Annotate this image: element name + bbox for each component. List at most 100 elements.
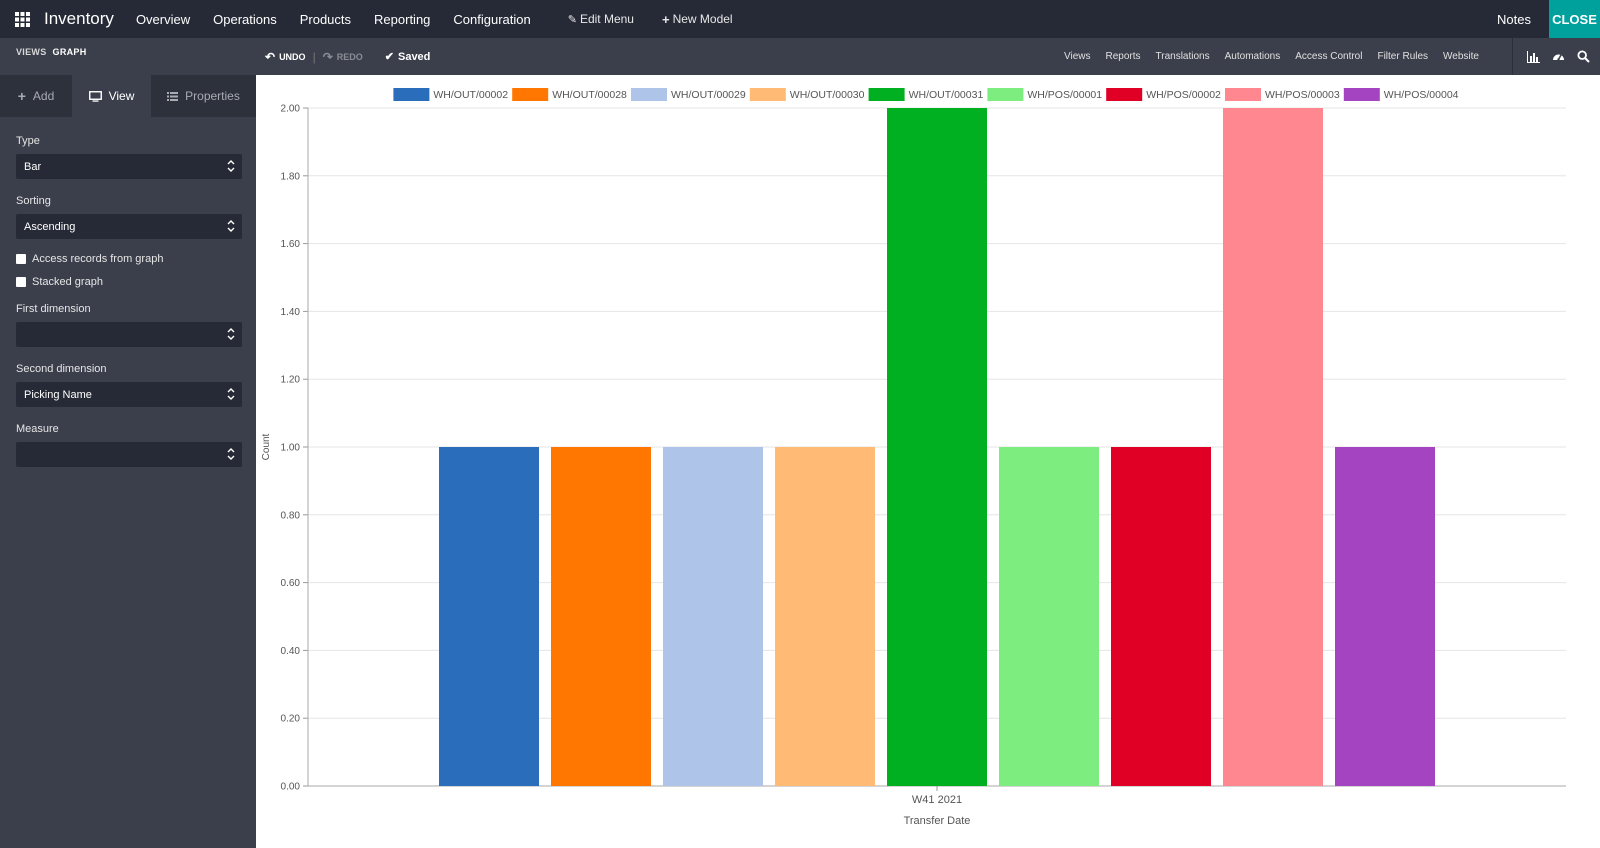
second-dimension-value: Picking Name [24,388,92,401]
legend-swatch [393,88,430,101]
stacked-graph-option[interactable]: Stacked graph [16,272,240,291]
y-tick-label: 1.40 [281,307,301,318]
subbar-link-translations[interactable]: Translations [1155,51,1210,62]
subbar-link-access-control[interactable]: Access Control [1295,51,1363,62]
bar-wh-pos-00002 [1111,447,1211,786]
breadcrumb-graph: GRAPH [52,46,87,57]
undo-button[interactable]: ↶ UNDO [265,50,306,64]
list-icon [167,91,179,101]
stacked-graph-checkbox[interactable] [16,276,26,287]
y-tick-label: 2.00 [281,104,301,115]
notes-link[interactable]: Notes [1497,11,1531,27]
y-tick-label: 1.20 [281,375,301,386]
measure-select[interactable] [16,442,242,467]
check-icon: ✔ [384,51,394,63]
undo-icon: ↶ [265,49,276,64]
tab-properties-label: Properties [185,89,240,103]
tab-view-label: View [108,89,135,103]
second-dimension-select[interactable]: Picking Name [16,382,242,407]
bar-wh-pos-00004 [1335,447,1435,786]
breadcrumb-views[interactable]: VIEWS [16,46,47,57]
plus-icon: + [17,88,26,104]
legend-label: WH/OUT/00002 [433,89,508,101]
pencil-icon: ✎ [567,13,577,26]
dashboard-icon[interactable] [1550,49,1566,65]
sorting-label: Sorting [16,195,51,207]
graph-view: 0.00 0.20 0.40 0.60 0.80 1.00 1.20 1.40 1.60 1.80… [256,75,1600,848]
bar-wh-out-00002 [439,447,539,786]
y-tick-label: 0.80 [281,510,301,521]
menu-configuration[interactable]: Configuration [453,11,531,27]
edit-menu-link[interactable]: ✎ Edit Menu [568,12,634,26]
access-records-option[interactable]: Access records from graph [16,249,240,268]
monitor-icon [88,90,102,102]
tab-add[interactable]: + Add [0,75,72,117]
close-button[interactable]: CLOSE [1549,0,1600,38]
tab-add-label: Add [32,89,55,103]
breadcrumb: VIEWS GRAPH [16,47,265,57]
legend-swatch [868,88,905,101]
y-tick-label: 1.00 [281,443,301,454]
subbar-link-filter-rules[interactable]: Filter Rules [1377,51,1429,62]
legend-swatch [512,88,549,101]
subbar-link-reports[interactable]: Reports [1105,51,1141,62]
y-tick-label: 0.40 [281,646,301,657]
subbar-link-automations[interactable]: Automations [1224,51,1281,62]
menu-reporting[interactable]: Reporting [374,11,431,27]
legend-label: WH/OUT/00028 [552,89,627,101]
bar-wh-out-00030 [775,447,875,786]
sorting-select-value: Ascending [24,220,76,233]
plus-icon: + [661,11,670,27]
first-dimension-label: First dimension [16,303,91,315]
sidebar-tabs: + Add View Properties [0,75,256,117]
legend-swatch [987,88,1024,101]
second-dimension-label: Second dimension [16,363,107,375]
search-icon[interactable] [1575,49,1591,65]
y-tick-label: 0.60 [281,578,301,589]
access-records-checkbox[interactable] [16,253,26,264]
redo-icon: ↷ [322,49,333,64]
new-model-link[interactable]: + New Model [662,12,733,27]
saved-label: Saved [397,50,431,63]
bar-chart-icon[interactable] [1525,49,1541,65]
x-axis-title: Transfer Date [904,815,971,827]
legend-swatch [749,88,786,101]
subbar-link-views[interactable]: Views [1064,51,1091,62]
legend-label: WH/POS/00004 [1384,89,1459,101]
menu-overview[interactable]: Overview [135,11,191,27]
first-dimension-select[interactable] [16,322,242,347]
legend-label: WH/POS/00003 [1265,89,1340,101]
legend-swatch [1225,88,1261,101]
x-tick-label: W41 2021 [912,794,962,806]
undo-label: UNDO [279,51,306,62]
tab-view[interactable]: View [72,75,151,117]
stacked-graph-label: Stacked graph [32,275,103,288]
studio-subbar: VIEWS GRAPH ↶ UNDO | ↷ REDO ✔ Saved View… [0,38,1600,75]
legend-label: WH/OUT/00029 [671,89,746,101]
select-arrows-icon [227,447,235,464]
select-arrows-icon [227,327,235,344]
measure-label: Measure [16,423,59,435]
menu-products[interactable]: Products [299,11,352,27]
apps-grid-icon[interactable] [0,0,44,38]
legend-label: WH/OUT/00031 [909,89,984,101]
type-select[interactable]: Bar [16,154,242,179]
redo-button[interactable]: ↷ REDO [323,50,363,64]
legend-label: WH/OUT/00030 [790,89,865,101]
y-axis-title: Count [261,433,272,460]
type-label: Type [16,135,40,147]
sorting-select[interactable]: Ascending [16,214,242,239]
subbar-link-website[interactable]: Website [1443,51,1479,62]
y-tick-label: 0.20 [281,714,301,725]
bar-chart: 0.00 0.20 0.40 0.60 0.80 1.00 1.20 1.40 1.60 1.80… [261,88,1566,827]
legend-swatch [1106,88,1143,101]
menu-operations[interactable]: Operations [213,11,277,27]
select-arrows-icon [227,159,235,176]
app-title[interactable]: Inventory [44,9,114,28]
undo-redo-separator: | [312,49,316,64]
tab-properties[interactable]: Properties [151,75,256,117]
view-editor-sidebar: + Add View Properties Type Bar Sorting A… [0,75,256,848]
legend-swatch [1343,88,1380,101]
select-arrows-icon [227,387,235,404]
select-arrows-icon [227,219,235,236]
